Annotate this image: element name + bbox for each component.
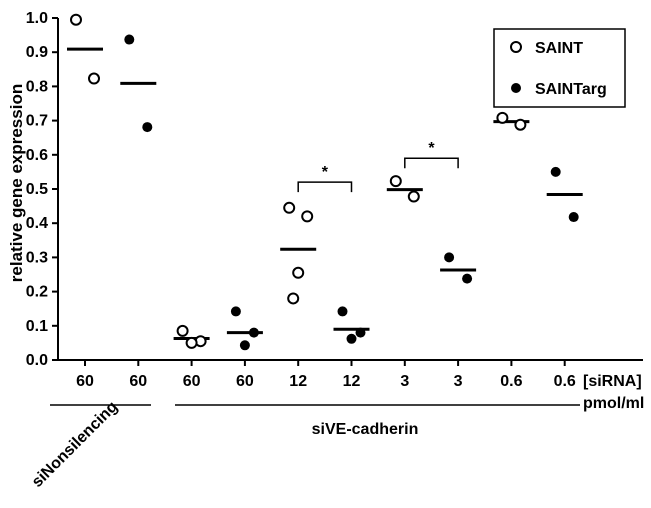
data-point-saintarg (444, 252, 455, 263)
significance-bracket (297, 181, 353, 193)
x-tick-label: 3 (454, 373, 463, 390)
x-tick-label: 0.6 (554, 373, 576, 390)
y-tick-label: 0.6 (26, 147, 48, 164)
data-marks: ** (67, 13, 583, 351)
x-tick-label: 60 (236, 373, 254, 390)
y-tick-label: 0.4 (26, 215, 48, 232)
x-tick-label: 3 (400, 373, 409, 390)
data-point-saint (70, 13, 82, 26)
x-tick-label: 0.6 (500, 373, 522, 390)
group-label-sive-cadherin: siVE-cadherin (312, 421, 419, 438)
y-axis-label: relative gene expression (7, 84, 26, 282)
y-tick-label: 0.8 (26, 78, 48, 95)
legend-marker-saintarg (511, 83, 521, 93)
data-point-saintarg (462, 273, 473, 284)
significance-label: * (322, 164, 329, 181)
y-tick-label: 1.0 (26, 10, 48, 27)
x-tick-label: 60 (129, 373, 147, 390)
data-point-saint (185, 336, 198, 349)
group-label-sinonsilencing: siNonsilencing (29, 398, 121, 490)
data-point-saint (287, 292, 300, 305)
y-tick-label: 0.0 (26, 352, 48, 369)
data-point-saintarg (568, 212, 579, 223)
y-tick-label: 0.1 (26, 318, 48, 335)
data-point-saint (292, 266, 305, 279)
data-point-saint (301, 210, 314, 223)
significance-bracket (404, 157, 459, 169)
y-tick-label: 0.7 (26, 113, 48, 130)
legend-marker-saint (510, 41, 522, 53)
significance-label: * (428, 140, 435, 157)
legend-label-saintarg: SAINTarg (535, 81, 607, 98)
axes: 0.0 0.1 0.2 0.3 0.4 0.5 0.6 0.7 0.8 0.9 1.0 60 60 60 6… (26, 10, 643, 390)
data-point-saint (283, 201, 296, 214)
legend-label-saint: SAINT (535, 40, 583, 57)
data-point-saintarg (239, 340, 250, 351)
legend: SAINT SAINTarg (493, 28, 626, 108)
y-tick-label: 0.5 (26, 181, 48, 198)
data-point-saint (407, 190, 420, 203)
data-point-saintarg (550, 166, 561, 177)
x-unit-label: [siRNA] (583, 373, 642, 390)
data-point-saint (514, 118, 527, 131)
data-point-saintarg (230, 306, 241, 317)
data-point-saint (389, 175, 402, 188)
data-point-saint (496, 111, 509, 124)
data-point-saint (88, 72, 100, 85)
x-unit-label-2: pmol/ml (583, 395, 644, 412)
x-tick-label: 12 (343, 373, 361, 390)
data-point-saintarg (142, 122, 153, 133)
x-tick-label: 60 (76, 373, 94, 390)
y-tick-label: 0.3 (26, 249, 48, 266)
data-point-saint (176, 324, 189, 337)
data-point-saintarg (346, 333, 357, 344)
data-point-saintarg (248, 327, 259, 338)
data-point-saintarg (355, 327, 366, 338)
x-tick-label: 60 (183, 373, 201, 390)
data-point-saintarg (124, 34, 135, 45)
y-tick-label: 0.2 (26, 284, 48, 301)
x-tick-label: 12 (289, 373, 307, 390)
data-point-saintarg (337, 306, 348, 317)
y-tick-label: 0.9 (26, 44, 48, 61)
